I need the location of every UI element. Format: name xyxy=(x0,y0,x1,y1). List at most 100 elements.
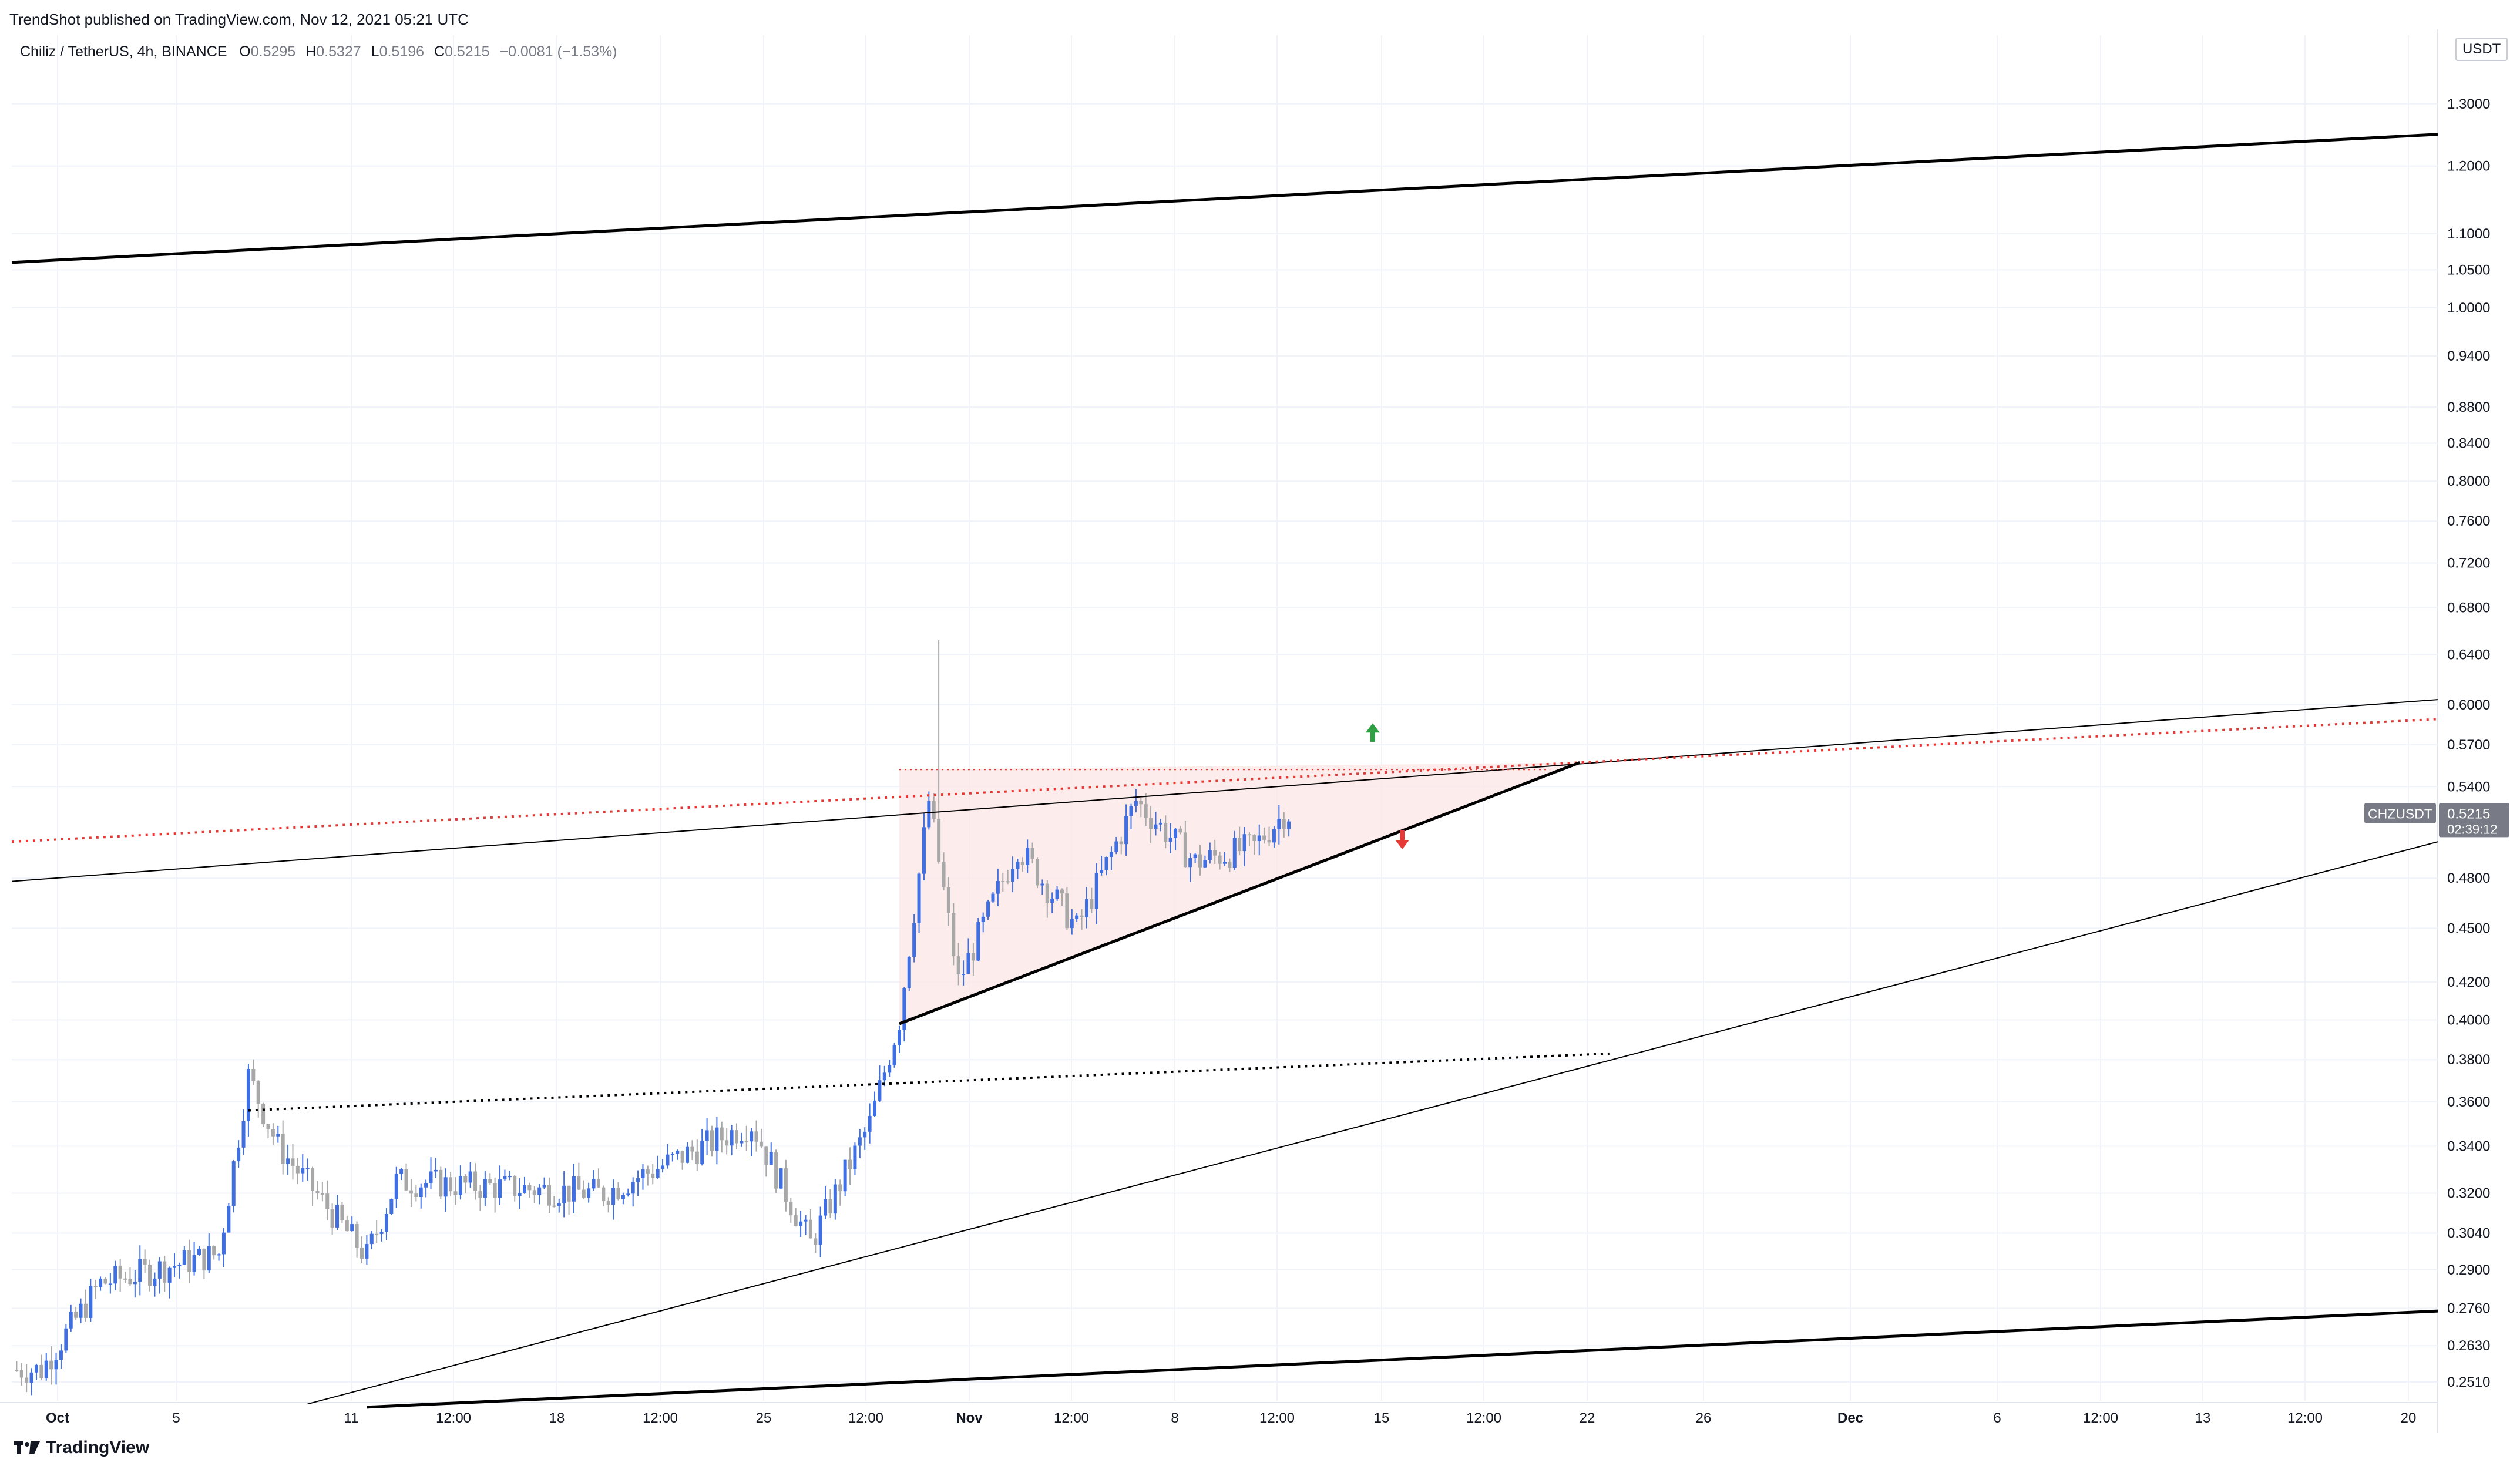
candle-body xyxy=(868,1116,872,1132)
candle-body xyxy=(59,1350,63,1360)
price-tick-label: 1.2000 xyxy=(2447,159,2490,174)
candle-body xyxy=(946,887,950,913)
candle-body xyxy=(1139,801,1143,805)
candle-body xyxy=(286,1158,290,1164)
price-tick-label: 0.6800 xyxy=(2447,600,2490,616)
candle-body xyxy=(1094,873,1098,909)
price-tick-label: 0.7200 xyxy=(2447,556,2490,571)
candle-body xyxy=(690,1146,694,1152)
candle-body xyxy=(1109,852,1113,858)
candle-body xyxy=(587,1188,591,1198)
candle-body xyxy=(207,1246,211,1271)
candle-body xyxy=(769,1152,773,1165)
candle-body xyxy=(276,1134,280,1137)
price-axis-panel[interactable] xyxy=(2438,0,2520,1433)
candle-body xyxy=(261,1104,266,1124)
candle-body xyxy=(83,1303,88,1318)
time-tick-label: 12:00 xyxy=(1259,1410,1295,1426)
price-tick-label: 0.6400 xyxy=(2447,647,2490,663)
candle-body xyxy=(1228,862,1232,868)
candle-body xyxy=(611,1188,616,1205)
tradingview-logo-icon xyxy=(14,1441,40,1454)
candle-body xyxy=(345,1220,349,1232)
price-tick-label: 0.9400 xyxy=(2447,348,2490,364)
candle-body xyxy=(49,1360,53,1370)
candle-body xyxy=(1144,804,1148,818)
price-tick-label: 0.3600 xyxy=(2447,1094,2490,1110)
open-value: 0.5295 xyxy=(250,43,296,60)
candle-body xyxy=(1050,898,1054,903)
candle-body xyxy=(986,901,990,917)
candle-body xyxy=(227,1206,231,1233)
price-tick-label: 0.4000 xyxy=(2447,1012,2490,1028)
high-label: H xyxy=(305,43,317,60)
candle-body xyxy=(399,1169,404,1174)
candle-body xyxy=(483,1179,487,1198)
candle-body xyxy=(991,893,995,902)
candle-body xyxy=(241,1121,246,1148)
candle-body xyxy=(69,1312,73,1329)
candle-body xyxy=(1252,835,1256,842)
candle-body xyxy=(1213,850,1217,856)
symbol-tag xyxy=(2364,803,2436,823)
candle-body xyxy=(705,1130,709,1141)
candle-body xyxy=(616,1188,620,1199)
channel-top-thick-line xyxy=(11,133,2438,264)
candle-body xyxy=(1060,889,1064,894)
candle-body xyxy=(824,1199,828,1216)
candle-body xyxy=(197,1248,201,1255)
candle-body xyxy=(458,1176,462,1195)
candle-body xyxy=(246,1068,250,1121)
candle-body xyxy=(952,913,956,957)
candle-body xyxy=(424,1183,428,1188)
time-tick-label: 12:00 xyxy=(1054,1410,1089,1426)
candle-body xyxy=(15,1370,19,1371)
candle-body xyxy=(1084,899,1088,917)
candle-body xyxy=(74,1312,78,1318)
candle-body xyxy=(1001,881,1005,883)
candle-body xyxy=(315,1191,320,1194)
candle-body xyxy=(814,1238,818,1245)
support-dotted-black-line xyxy=(248,1052,1610,1112)
candle-body xyxy=(256,1081,260,1104)
time-tick-label: 12:00 xyxy=(2083,1410,2118,1426)
candle-body xyxy=(1183,832,1187,868)
candle-body xyxy=(666,1154,670,1166)
candle-body xyxy=(508,1176,512,1178)
candle-body xyxy=(291,1158,295,1166)
channel-upper-thin-line xyxy=(11,699,2438,882)
candle-body xyxy=(799,1221,803,1226)
candle-body xyxy=(1080,915,1084,917)
candle-body xyxy=(1055,889,1059,899)
candle-body xyxy=(744,1141,748,1142)
candle-body xyxy=(720,1127,724,1141)
price-tick-label: 0.8400 xyxy=(2447,436,2490,452)
candle-body xyxy=(962,974,966,976)
candle-body xyxy=(740,1141,744,1144)
candle-body xyxy=(99,1278,103,1287)
candle-body xyxy=(1124,816,1128,845)
candle-body xyxy=(892,1045,896,1065)
candle-body xyxy=(518,1193,522,1196)
time-tick-label: 12:00 xyxy=(1466,1410,1501,1426)
candle-body xyxy=(789,1202,793,1216)
candle-body xyxy=(295,1165,300,1174)
candle-body xyxy=(369,1233,374,1245)
candle-body xyxy=(1287,821,1291,829)
candle-body xyxy=(231,1161,236,1206)
candle-body xyxy=(217,1254,221,1256)
currency-button[interactable]: USDT xyxy=(2455,38,2508,61)
candle-body xyxy=(25,1377,29,1383)
candle-body xyxy=(1075,915,1079,919)
candle-body xyxy=(54,1360,58,1370)
candle-body xyxy=(1129,806,1133,816)
candle-body xyxy=(567,1185,571,1202)
candle-body xyxy=(163,1261,167,1283)
candle-body xyxy=(143,1259,147,1265)
time-tick-label: 8 xyxy=(1171,1410,1178,1426)
candle-body xyxy=(1114,841,1118,852)
candle-body xyxy=(927,801,931,828)
time-tick-label: 13 xyxy=(2195,1410,2211,1426)
candle-body xyxy=(858,1137,862,1146)
